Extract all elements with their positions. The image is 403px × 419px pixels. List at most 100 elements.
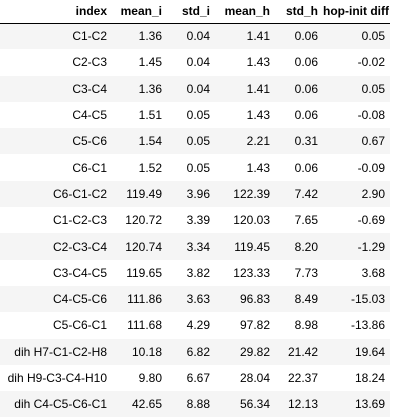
std-i-cell: 3.96 (186, 186, 210, 201)
mean-h-cell: 96.83 (239, 292, 270, 307)
std-h-cell: 0.06 (294, 160, 318, 175)
hop-init-diff-cell: -0.02 (357, 55, 385, 70)
mean-i-cell: 1.54 (138, 134, 162, 149)
row-label: C1-C2-C3 (52, 213, 107, 228)
table-body: C1-C2 1.36 0.04 1.41 0.06 0.05 C2-C3 1.45 0.04 1.… (0, 23, 390, 418)
mean-h-cell: 28.04 (239, 371, 270, 385)
row-label: C5-C6-C1 (52, 318, 107, 333)
std-i-cell: 3.34 (186, 239, 210, 254)
row-label: C2-C3 (72, 55, 107, 70)
table-row: dih C4-C5-C6-C1 42.65 8.88 56.34 12.13 13.69 (0, 391, 390, 418)
mean-i-cell: 1.51 (138, 108, 162, 123)
table-row: C2-C3-C4 120.74 3.34 119.45 8.20 -1.29 (0, 233, 390, 260)
row-label: C3-C4-C5 (52, 265, 107, 280)
mean-i-cell: 119.49 (126, 186, 162, 201)
table-row: C1-C2 1.36 0.04 1.41 0.06 0.05 (0, 23, 390, 50)
table-row: C4-C5-C6 111.86 3.63 96.83 8.49 -15.03 (0, 285, 390, 313)
std-h-cell: 7.73 (294, 265, 318, 280)
column-header-mean-i: mean_i (112, 0, 167, 24)
header-row: index mean_i std_i mean_h std_h hop-init… (0, 0, 390, 24)
row-label: C4-C5 (72, 108, 107, 123)
table-row: dih H7-C1-C2-H8 10.18 6.82 29.82 21.42 19.64 (0, 338, 390, 365)
column-header-hop-init-diff: hop-init diff (323, 0, 390, 24)
column-header-mean-h: mean_h (215, 0, 275, 24)
std-i-cell: 0.04 (186, 55, 210, 70)
table-row: C6-C1 1.52 0.05 1.43 0.06 -0.09 (0, 154, 390, 181)
mean-i-cell: 42.65 (131, 397, 162, 412)
std-h-cell: 0.06 (294, 81, 318, 96)
row-label: C1-C2 (72, 29, 107, 44)
std-h-cell: 7.65 (294, 213, 318, 228)
std-i-cell: 0.04 (186, 29, 210, 44)
std-h-cell: 8.98 (294, 318, 318, 333)
table-row: C4-C5 1.51 0.05 1.43 0.06 -0.08 (0, 101, 390, 129)
std-h-cell: 12.13 (287, 397, 318, 412)
std-i-cell: 0.05 (186, 134, 210, 149)
hop-init-diff-cell: 0.67 (361, 134, 385, 149)
std-i-cell: 4.29 (186, 318, 210, 333)
std-i-cell: 0.05 (186, 160, 210, 175)
mean-h-cell: 2.21 (246, 134, 270, 149)
row-label: C5-C6 (72, 134, 107, 149)
row-label: dih C4-C5-C6-C1 (14, 397, 107, 412)
table-row: C1-C2-C3 120.72 3.39 120.03 7.65 -0.69 (0, 207, 390, 234)
mean-i-cell: 111.86 (127, 292, 162, 307)
std-h-cell: 0.06 (294, 29, 318, 44)
table-row: C2-C3 1.45 0.04 1.43 0.06 -0.02 (0, 49, 390, 76)
hop-init-diff-cell: -0.09 (357, 160, 385, 175)
std-i-cell: 3.39 (186, 213, 210, 228)
table-row: C6-C1-C2 119.49 3.96 122.39 7.42 2.90 (0, 180, 390, 208)
std-h-cell: 0.06 (294, 55, 318, 70)
mean-h-cell: 1.43 (246, 108, 270, 123)
mean-i-cell: 120.74 (125, 239, 162, 254)
mean-h-cell: 120.03 (233, 213, 270, 228)
hop-init-diff-cell: -0.69 (357, 213, 385, 228)
mean-h-cell: 122.39 (233, 186, 270, 201)
row-label: C3-C4 (72, 81, 107, 96)
std-h-cell: 21.42 (287, 344, 318, 359)
mean-h-cell: 97.82 (239, 318, 270, 333)
row-label: dih H7-C1-C2-H8 (14, 344, 107, 359)
std-i-cell: 8.88 (186, 397, 210, 412)
row-label: C6-C1 (72, 160, 107, 175)
mean-i-cell: 1.36 (138, 81, 162, 96)
hop-init-diff-cell: 2.90 (361, 186, 385, 201)
table-row: C3-C4 1.36 0.04 1.41 0.06 0.05 (0, 75, 390, 102)
mean-i-cell: 10.18 (131, 344, 162, 359)
std-i-cell: 0.04 (186, 81, 210, 96)
mean-i-cell: 9.80 (138, 371, 162, 385)
hop-init-diff-cell: -13.86 (350, 318, 385, 333)
mean-i-cell: 120.72 (125, 213, 162, 228)
hop-init-diff-cell: 13.69 (354, 397, 385, 412)
row-label: C4-C5-C6 (52, 292, 107, 307)
table-row: dih H9-C3-C4-H10 9.80 6.67 28.04 22.37 18.24 (0, 364, 390, 392)
std-h-cell: 0.31 (294, 134, 318, 149)
hop-init-diff-cell: -15.03 (350, 292, 385, 307)
mean-h-cell: 1.43 (246, 55, 270, 70)
mean-h-cell: 56.34 (239, 397, 270, 412)
mean-h-cell: 119.45 (234, 239, 270, 254)
std-i-cell: 0.05 (186, 108, 210, 123)
table-row: C5-C6 1.54 0.05 2.21 0.31 0.67 (0, 128, 390, 155)
std-h-cell: 7.42 (294, 186, 318, 201)
column-header-std-h: std_h (275, 0, 323, 24)
row-label: C6-C1-C2 (52, 186, 107, 201)
hop-init-diff-cell: -0.08 (357, 108, 385, 123)
std-i-cell: 6.82 (186, 344, 210, 359)
std-h-cell: 22.37 (287, 371, 318, 385)
mean-i-cell: 1.52 (138, 160, 162, 175)
dataframe-table: index mean_i std_i mean_h std_h hop-init… (0, 0, 390, 418)
std-i-cell: 3.82 (186, 265, 210, 280)
hop-init-diff-cell: 3.68 (361, 265, 385, 280)
mean-h-cell: 1.43 (246, 160, 270, 175)
std-h-cell: 8.49 (294, 292, 318, 307)
mean-h-cell: 1.41 (246, 29, 270, 44)
mean-i-cell: 111.68 (127, 318, 162, 333)
hop-init-diff-cell: 19.64 (354, 344, 385, 359)
table-row: C5-C6-C1 111.68 4.29 97.82 8.98 -13.86 (0, 312, 390, 339)
mean-i-cell: 119.65 (126, 265, 162, 280)
std-i-cell: 3.63 (186, 292, 210, 307)
std-h-cell: 8.20 (294, 239, 318, 254)
mean-i-cell: 1.36 (138, 29, 162, 44)
hop-init-diff-cell: -1.29 (357, 239, 385, 254)
